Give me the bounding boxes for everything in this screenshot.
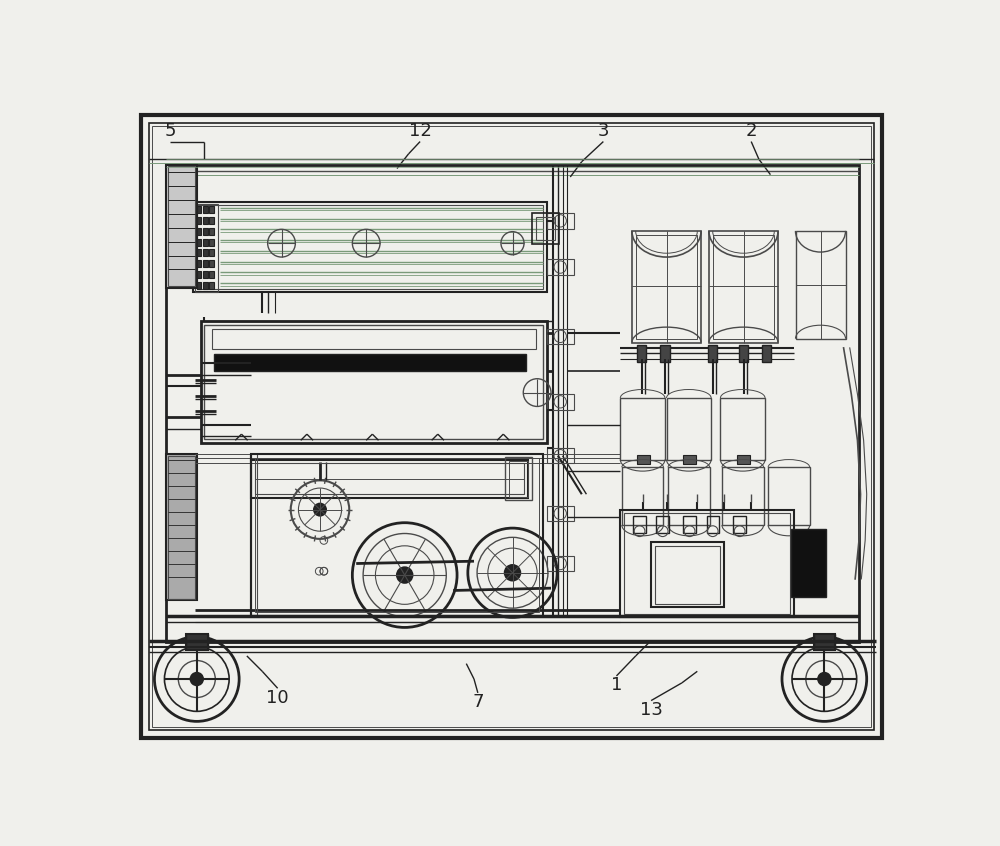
Bar — [532, 213, 559, 244]
Bar — [505, 457, 532, 500]
Text: 12: 12 — [409, 122, 432, 140]
Bar — [651, 542, 724, 607]
Bar — [251, 459, 528, 498]
Bar — [509, 461, 528, 497]
Bar — [212, 329, 536, 349]
Bar — [166, 454, 197, 601]
Bar — [536, 217, 555, 240]
Text: 10: 10 — [266, 689, 289, 707]
Bar — [547, 448, 574, 464]
Bar — [203, 228, 208, 234]
Bar — [814, 634, 835, 650]
Circle shape — [314, 503, 326, 516]
Bar — [166, 165, 859, 642]
Bar — [209, 250, 214, 256]
Bar — [168, 456, 195, 599]
Bar — [197, 260, 201, 267]
Bar — [683, 455, 696, 464]
Bar — [713, 234, 774, 338]
Bar — [203, 271, 208, 277]
Bar — [197, 206, 201, 213]
Bar — [203, 217, 208, 224]
Bar — [168, 166, 195, 286]
Bar — [209, 271, 214, 277]
Bar — [547, 213, 574, 228]
Circle shape — [191, 673, 203, 685]
Bar — [633, 516, 646, 533]
Bar — [251, 454, 543, 616]
Bar — [791, 529, 826, 596]
Bar — [203, 250, 208, 256]
Bar — [209, 206, 214, 213]
Bar — [166, 165, 197, 288]
Polygon shape — [356, 561, 551, 591]
Bar — [197, 228, 201, 234]
Bar — [637, 345, 646, 362]
Circle shape — [505, 565, 520, 580]
Text: 1: 1 — [611, 676, 622, 695]
Bar — [209, 239, 214, 245]
Bar — [547, 260, 574, 275]
Bar — [624, 514, 790, 613]
Bar — [255, 464, 524, 494]
Bar — [255, 458, 539, 612]
Bar — [193, 201, 547, 293]
Bar — [203, 239, 208, 245]
Text: 13: 13 — [640, 700, 663, 719]
Bar — [666, 398, 711, 459]
Bar — [197, 217, 201, 224]
Bar — [547, 394, 574, 409]
Bar — [203, 282, 208, 288]
Bar — [209, 228, 214, 234]
Text: 2: 2 — [745, 122, 757, 140]
Bar — [720, 398, 765, 459]
Bar — [733, 516, 746, 533]
Bar — [707, 516, 719, 533]
Bar — [708, 345, 717, 362]
Bar — [203, 260, 208, 267]
Bar — [709, 231, 778, 343]
Bar — [214, 354, 526, 371]
Bar — [203, 206, 208, 213]
Bar — [209, 217, 214, 224]
Bar — [197, 282, 201, 288]
Bar — [209, 260, 214, 267]
Bar — [796, 231, 846, 338]
Bar — [201, 321, 547, 442]
Bar — [722, 467, 764, 525]
Bar — [632, 231, 701, 343]
Bar — [683, 516, 696, 533]
Bar — [660, 345, 670, 362]
Circle shape — [818, 673, 831, 685]
Bar — [547, 506, 574, 521]
Bar — [209, 282, 214, 288]
Bar — [195, 204, 218, 293]
Bar — [547, 556, 574, 571]
Bar — [197, 271, 201, 277]
Text: 3: 3 — [598, 122, 609, 140]
Bar — [622, 467, 663, 525]
Bar — [636, 234, 697, 338]
Bar — [762, 345, 771, 362]
Bar — [655, 546, 720, 603]
Bar — [768, 467, 810, 525]
Bar — [737, 455, 750, 464]
Text: 5: 5 — [164, 122, 176, 140]
Bar — [668, 467, 710, 525]
Bar — [637, 455, 650, 464]
Bar — [620, 398, 665, 459]
Bar — [197, 239, 201, 245]
Bar — [656, 516, 669, 533]
Text: 7: 7 — [472, 693, 484, 711]
Bar — [547, 328, 574, 344]
Bar — [197, 206, 543, 288]
Circle shape — [397, 568, 412, 583]
Bar — [186, 634, 208, 650]
Bar — [204, 325, 543, 439]
Bar — [197, 250, 201, 256]
Bar — [620, 509, 794, 618]
Bar — [739, 345, 748, 362]
